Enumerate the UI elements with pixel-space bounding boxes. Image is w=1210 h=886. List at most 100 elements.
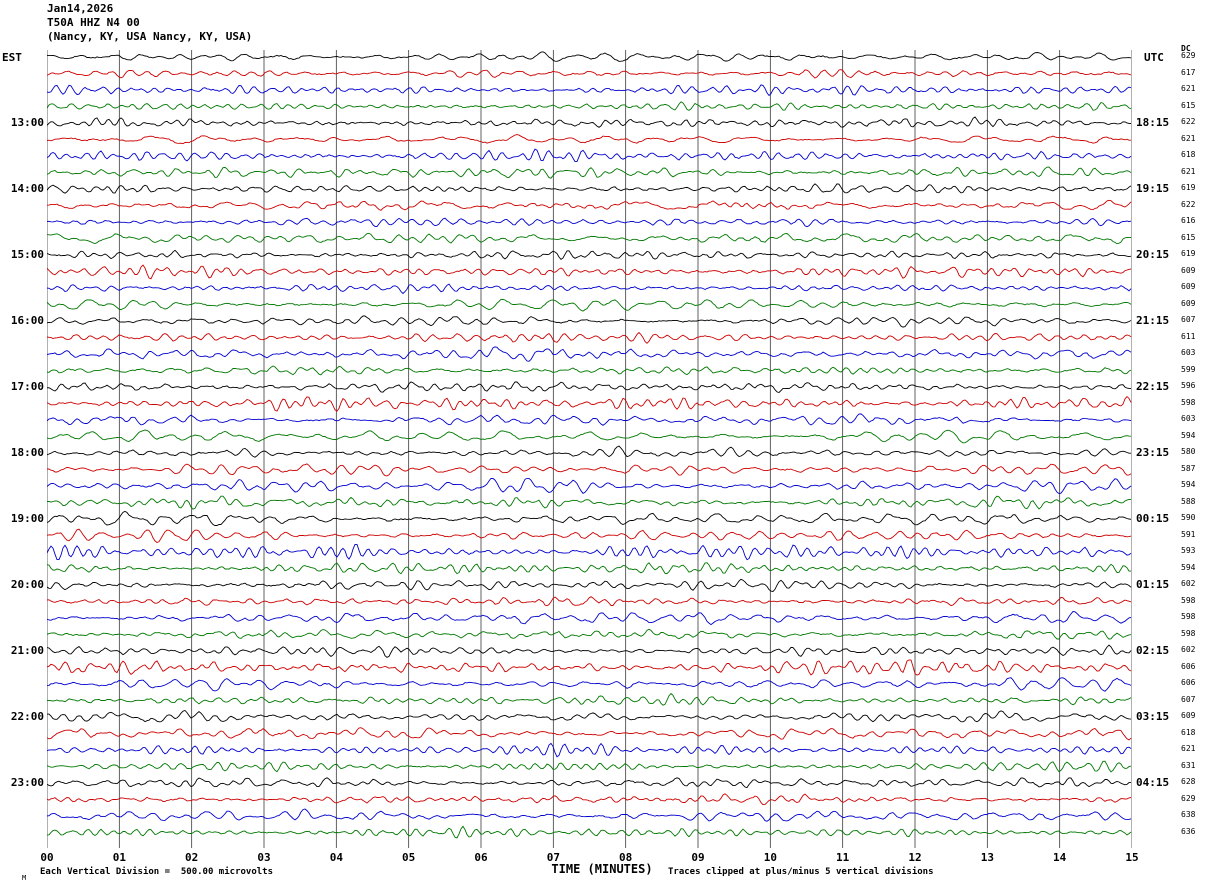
trace-row-22 — [47, 413, 1132, 426]
x-tick-05: 05 — [402, 851, 416, 864]
est-label-19:00: 19:00 — [10, 512, 44, 525]
dc-value-row-15: 609 — [1181, 298, 1196, 308]
trace-row-21 — [47, 395, 1132, 412]
x-tick-03: 03 — [257, 851, 271, 864]
x-tick-01: 01 — [112, 851, 126, 864]
dc-value-row-30: 593 — [1181, 546, 1196, 555]
dc-value-row-20: 596 — [1181, 381, 1196, 390]
dc-value-row-8: 619 — [1181, 183, 1196, 192]
utc-label-03:15: 03:15 — [1136, 710, 1170, 723]
x-tick-15: 15 — [1125, 851, 1139, 864]
dc-value-row-27: 588 — [1181, 496, 1196, 506]
dc-value-row-24: 580 — [1181, 447, 1196, 456]
dc-value-row-1: 617 — [1181, 67, 1196, 77]
trace-row-17 — [47, 331, 1132, 344]
dc-value-row-36: 602 — [1181, 645, 1196, 654]
dc-value-row-17: 611 — [1181, 331, 1196, 341]
est-label-17:00: 17:00 — [10, 380, 44, 393]
trace-row-47 — [47, 825, 1132, 839]
corner-mark: M — [22, 874, 27, 882]
station-code: T50A HHZ N4 00 — [47, 16, 140, 29]
dc-value-row-18: 603 — [1181, 348, 1196, 357]
trace-row-33 — [47, 596, 1132, 607]
dc-value-row-33: 598 — [1181, 595, 1196, 605]
dc-value-row-4: 622 — [1181, 117, 1196, 126]
trace-row-11 — [47, 232, 1132, 245]
trace-row-0 — [47, 51, 1132, 62]
x-tick-14: 14 — [1053, 851, 1067, 864]
utc-label-20:15: 20:15 — [1136, 248, 1170, 261]
x-axis-title: TIME (MINUTES) — [551, 862, 653, 876]
x-tick-12: 12 — [908, 851, 922, 864]
dc-value-row-9: 622 — [1181, 199, 1196, 209]
trace-row-30 — [47, 543, 1132, 561]
dc-value-row-26: 594 — [1181, 480, 1196, 489]
scale-note: Each Vertical Division = 500.00 microvol… — [40, 867, 273, 877]
trace-row-15 — [47, 298, 1132, 312]
dc-value-row-7: 621 — [1181, 166, 1196, 176]
trace-row-8 — [47, 183, 1132, 194]
trace-row-13 — [47, 264, 1132, 280]
dc-value-row-37: 606 — [1181, 661, 1196, 671]
dc-value-row-11: 615 — [1181, 232, 1196, 242]
trace-row-44 — [47, 777, 1131, 789]
minute-gridlines — [47, 50, 1132, 848]
est-label-16:00: 16:00 — [10, 314, 44, 327]
dc-value-row-3: 615 — [1181, 100, 1196, 110]
x-tick-06: 06 — [474, 851, 488, 864]
trace-row-34 — [47, 611, 1132, 626]
utc-label-00:15: 00:15 — [1136, 512, 1170, 525]
utc-label-18:15: 18:15 — [1136, 116, 1170, 129]
trace-row-38 — [47, 677, 1132, 692]
dc-value-row-47: 636 — [1181, 826, 1196, 836]
trace-row-3 — [47, 101, 1132, 111]
dc-value-row-35: 598 — [1181, 628, 1196, 638]
trace-row-18 — [47, 346, 1132, 362]
dc-value-row-46: 638 — [1181, 810, 1196, 819]
dc-value-row-2: 621 — [1181, 84, 1196, 93]
est-label-18:00: 18:00 — [10, 446, 44, 459]
trace-row-45 — [47, 793, 1132, 806]
dc-value-row-23: 594 — [1181, 430, 1196, 440]
dc-value-row-10: 616 — [1181, 216, 1196, 225]
dc-value-row-41: 618 — [1181, 727, 1196, 737]
trace-row-31 — [47, 562, 1132, 575]
est-label-14:00: 14:00 — [10, 182, 44, 195]
station-location: (Nancy, KY, USA Nancy, KY, USA) — [47, 30, 253, 43]
dc-value-row-31: 594 — [1181, 562, 1196, 572]
x-tick-07: 07 — [546, 851, 560, 864]
trace-row-24 — [47, 445, 1131, 458]
x-tick-04: 04 — [329, 851, 343, 864]
plot-date: Jan14,2026 — [47, 2, 114, 15]
trace-row-26 — [47, 477, 1132, 494]
trace-row-32 — [47, 578, 1132, 592]
trace-row-20 — [47, 381, 1131, 394]
trace-row-6 — [47, 148, 1132, 163]
dc-value-row-38: 606 — [1181, 678, 1196, 687]
trace-row-4 — [47, 116, 1132, 128]
x-tick-02: 02 — [185, 851, 199, 864]
trace-row-40 — [47, 709, 1132, 723]
trace-row-35 — [47, 628, 1132, 640]
est-label-20:00: 20:00 — [10, 578, 44, 591]
trace-row-7 — [47, 166, 1132, 179]
est-label-21:00: 21:00 — [10, 644, 44, 657]
est-label-22:00: 22:00 — [10, 710, 44, 723]
trace-row-42 — [47, 742, 1132, 758]
utc-label-21:15: 21:15 — [1136, 314, 1170, 327]
trace-row-2 — [47, 84, 1132, 97]
trace-row-41 — [47, 727, 1132, 741]
trace-row-29 — [47, 528, 1132, 544]
dc-value-row-16: 607 — [1181, 315, 1196, 324]
dc-value-row-0: 629 — [1181, 51, 1196, 60]
dc-value-row-12: 619 — [1181, 249, 1196, 258]
right-timezone-label: UTC — [1144, 51, 1164, 64]
trace-row-14 — [47, 283, 1132, 295]
utc-label-22:15: 22:15 — [1136, 380, 1170, 393]
utc-label-02:15: 02:15 — [1136, 644, 1170, 657]
dc-value-row-19: 599 — [1181, 364, 1196, 374]
x-tick-10: 10 — [763, 851, 777, 864]
dc-value-row-34: 598 — [1181, 612, 1196, 621]
est-label-13:00: 13:00 — [10, 116, 44, 129]
helicorder-plot — [47, 50, 1132, 848]
